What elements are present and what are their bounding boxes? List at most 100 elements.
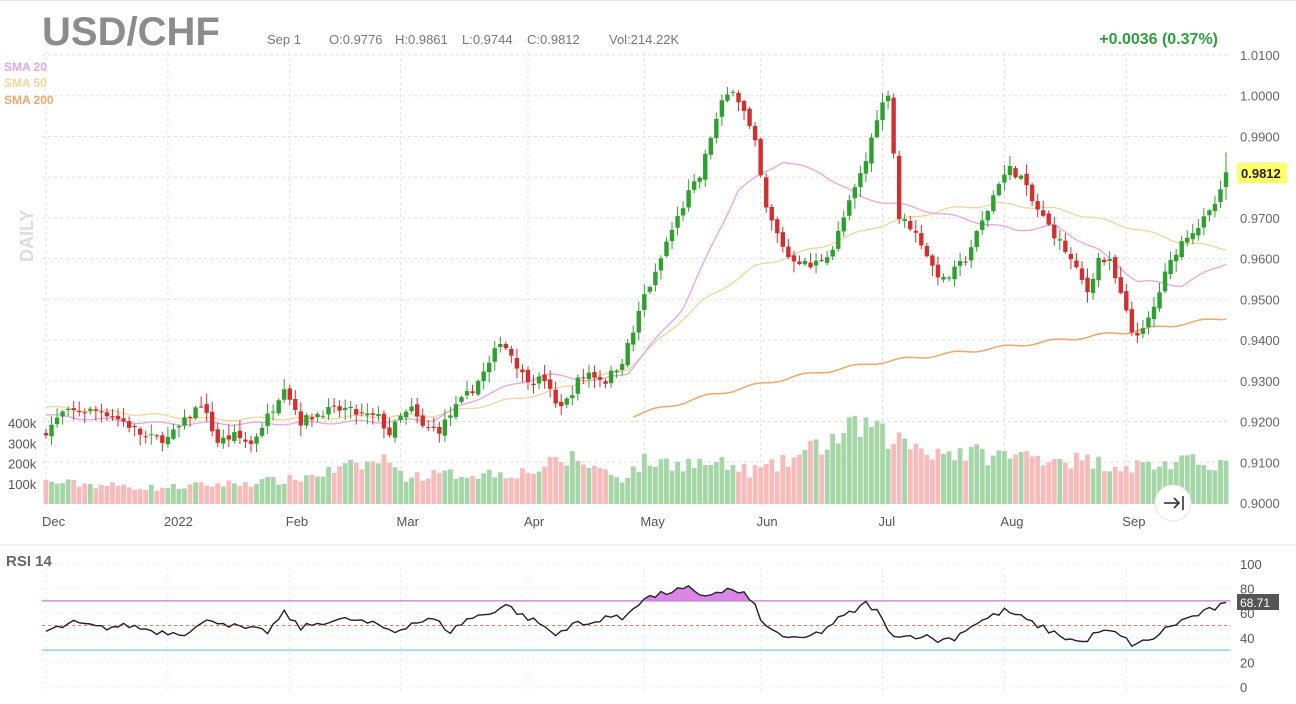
- volume-bar: [104, 485, 110, 504]
- candle-body: [320, 415, 326, 417]
- volume-tick-label: 300k: [8, 436, 37, 451]
- volume-bar: [774, 471, 780, 504]
- volume-bar: [603, 469, 608, 504]
- volume-bar: [586, 468, 592, 504]
- volume-bar: [137, 489, 143, 504]
- volume-bar: [957, 448, 963, 504]
- volume-bar: [265, 476, 270, 504]
- volume-bar: [808, 440, 813, 504]
- candle-body: [769, 206, 774, 221]
- volume-bar: [315, 476, 320, 504]
- volume-bar: [1123, 465, 1129, 504]
- volume-bar: [708, 465, 714, 504]
- candle-body: [941, 277, 946, 280]
- volume-bar: [791, 457, 797, 504]
- volume-bar: [974, 444, 980, 504]
- candle-body: [542, 374, 547, 381]
- volume-bar: [592, 465, 597, 504]
- candle-body: [270, 411, 276, 413]
- candle-body: [764, 177, 769, 208]
- candle-body: [786, 246, 791, 258]
- volume-bar: [326, 467, 331, 504]
- candle-body: [365, 413, 370, 416]
- volume-bar: [1079, 460, 1085, 504]
- candle-body: [331, 405, 337, 407]
- candle-body: [520, 369, 525, 373]
- candle-body: [1129, 309, 1135, 333]
- candle-body: [913, 230, 918, 233]
- candle-body: [420, 415, 425, 426]
- candle-body: [531, 383, 536, 386]
- candle-body: [154, 435, 159, 437]
- volume-bar: [398, 470, 403, 504]
- rsi-value-tag-bg: [1237, 594, 1279, 610]
- candle-body: [703, 153, 708, 180]
- candle-body: [370, 413, 376, 415]
- candle-body: [381, 413, 387, 429]
- candle-body: [315, 414, 320, 417]
- volume-bar: [797, 454, 802, 504]
- candle-body: [121, 418, 126, 422]
- candle-body: [841, 217, 846, 232]
- candle-body: [1090, 278, 1096, 294]
- volume-bar: [641, 453, 647, 504]
- volume-bar: [143, 489, 149, 504]
- candle-body: [902, 219, 907, 222]
- volume-bar: [575, 460, 581, 504]
- candle-body: [193, 407, 198, 419]
- candle-body: [1118, 277, 1123, 293]
- volume-bar: [1151, 469, 1157, 504]
- candle-body: [957, 261, 963, 266]
- candle-body: [298, 411, 304, 426]
- volume-bar: [298, 481, 304, 504]
- candle-body: [791, 255, 797, 262]
- volume-bar: [813, 439, 819, 504]
- scroll-to-latest-button[interactable]: [1154, 484, 1192, 522]
- candle-body: [248, 440, 254, 444]
- volume-bar: [580, 464, 586, 504]
- volume-bar: [935, 448, 941, 504]
- candle-body: [547, 379, 553, 389]
- volume-bar: [220, 486, 226, 504]
- candle-body: [387, 427, 392, 436]
- candle-body: [160, 435, 165, 443]
- candle-body: [481, 371, 486, 382]
- candle-body: [1185, 237, 1190, 243]
- candle-body: [852, 187, 858, 199]
- volume-bar: [1157, 466, 1162, 504]
- volume-bar: [171, 484, 176, 504]
- candle-body: [337, 406, 342, 411]
- volume-bar: [669, 470, 675, 504]
- volume-bar: [1179, 455, 1185, 504]
- volume-bar: [736, 471, 741, 504]
- volume-bar: [608, 474, 614, 504]
- volume-bar: [110, 482, 115, 504]
- volume-bar: [1101, 471, 1107, 504]
- volume-bar: [508, 477, 514, 504]
- volume-bar: [719, 457, 725, 504]
- volume-bar: [841, 433, 847, 504]
- candle-body: [1018, 175, 1024, 179]
- volume-bar: [1051, 459, 1057, 504]
- volume-bar: [470, 476, 475, 504]
- candle-body: [204, 404, 209, 413]
- volume-bar: [486, 469, 492, 504]
- arrow-right-bar-icon: [1164, 496, 1184, 510]
- volume-bar: [303, 475, 309, 504]
- candle-body: [354, 409, 359, 415]
- candle-body: [221, 437, 226, 444]
- candle-body: [836, 230, 841, 249]
- volume-bar: [154, 490, 160, 504]
- candlesticks[interactable]: [43, 87, 1229, 453]
- last-price-tag-bg: [1237, 163, 1287, 183]
- candle-body: [1107, 258, 1112, 261]
- volume-bar: [287, 474, 293, 504]
- volume-bar: [769, 459, 775, 504]
- candle-body: [553, 389, 558, 404]
- volume-bar: [725, 469, 730, 504]
- volume-bar: [1013, 454, 1018, 504]
- candle-body: [581, 377, 586, 379]
- volume-bar: [99, 484, 104, 504]
- volume-bar: [226, 480, 232, 504]
- volume-bar: [453, 478, 459, 504]
